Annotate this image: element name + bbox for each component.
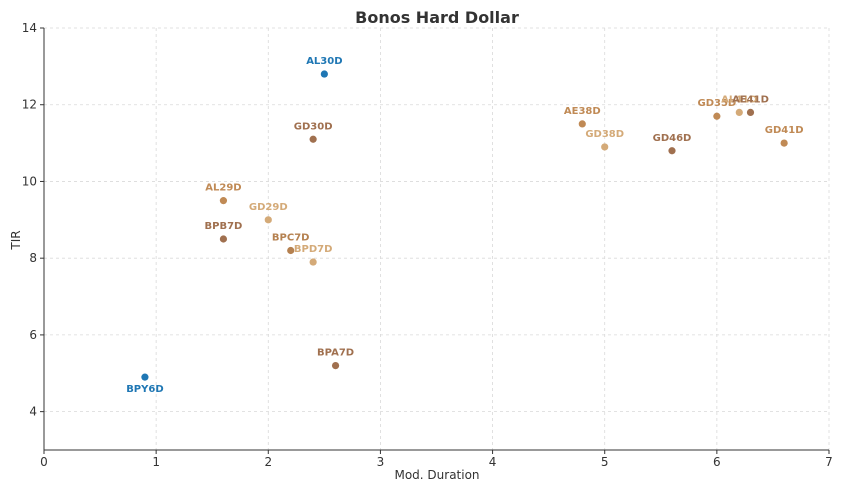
x-tick-label-0: 0 <box>40 455 48 469</box>
point-al29d <box>219 197 228 205</box>
y-tick-label-14: 14 <box>22 21 37 35</box>
x-tick-label-4: 4 <box>489 455 497 469</box>
point-al30d <box>320 70 328 78</box>
y-axis-label: TIR <box>9 230 23 250</box>
point-label-gd29d: GD29D <box>249 202 288 213</box>
point-ae41d <box>746 108 755 116</box>
y-tick-label-8: 8 <box>29 251 37 265</box>
point-al41d <box>735 108 743 116</box>
chart-title: Bonos Hard Dollar <box>355 8 519 27</box>
point-label-bpy6d: BPY6D <box>126 384 163 395</box>
point-label-ae38d: AE38D <box>564 106 601 117</box>
point-label-gd41d: GD41D <box>765 125 804 136</box>
x-tick-label-7: 7 <box>825 455 833 469</box>
point-label-gd30d: GD30D <box>294 121 333 132</box>
y-tick-label-10: 10 <box>22 174 37 188</box>
point-gd29d <box>264 216 272 224</box>
x-tick-label-6: 6 <box>713 455 721 469</box>
point-label-al41d: AL41D <box>721 94 757 105</box>
axes-layer <box>43 28 829 451</box>
point-label-bpc7d: BPC7D <box>272 233 310 244</box>
point-label-bpb7d: BPB7D <box>205 221 243 232</box>
point-label-gd38d: GD38D <box>585 129 624 140</box>
point-bpc7d <box>287 246 295 255</box>
x-axis-label: Mod. Duration <box>394 468 479 482</box>
point-label-bpa7d: BPA7D <box>317 348 354 359</box>
point-gd46d <box>668 147 676 155</box>
x-tick-label-5: 5 <box>601 455 609 469</box>
point-bpy6d <box>141 373 149 381</box>
point-ae38d <box>578 120 586 128</box>
point-label-bpd7d: BPD7D <box>294 244 333 255</box>
grid-layer <box>44 27 830 450</box>
point-bpb7d <box>219 235 228 243</box>
point-gd38d <box>601 143 609 151</box>
point-gd30d <box>309 135 317 143</box>
point-label-al30d: AL30D <box>306 56 342 67</box>
point-label-gd35d: GD35D <box>697 98 736 109</box>
point-label-ae41d: AE41D <box>732 94 769 105</box>
y-tick-label-12: 12 <box>22 98 37 112</box>
point-gd35d <box>713 112 721 120</box>
x-tick-label-3: 3 <box>377 455 385 469</box>
point-label-al29d: AL29D <box>205 183 241 194</box>
point-gd41d <box>780 139 788 147</box>
y-tick-label-6: 6 <box>29 328 37 342</box>
points-layer <box>141 70 788 381</box>
point-bpd7d <box>309 258 317 266</box>
y-tick-label-4: 4 <box>29 405 37 419</box>
labels-layer: AL30D BPY6D GD30D AL29D GD29D BPB7D BPC7DBPD7D… <box>126 56 803 395</box>
x-tick-label-1: 1 <box>152 455 160 469</box>
point-label-gd46d: GD46D <box>653 133 692 144</box>
point-bpa7d <box>331 362 340 370</box>
x-tick-label-2: 2 <box>264 455 272 469</box>
